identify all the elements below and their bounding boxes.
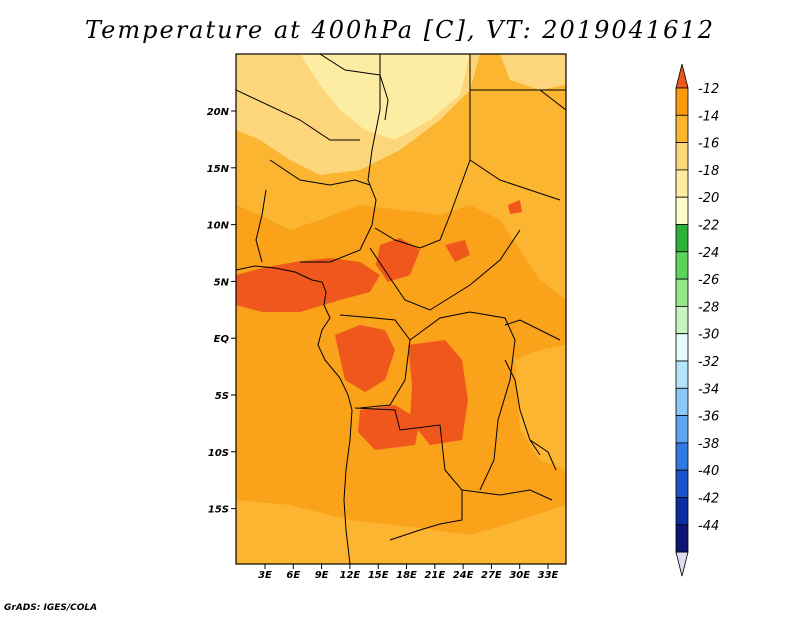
border-car (369, 229, 521, 311)
lake-tanganyika (504, 359, 541, 456)
border-mali-niger (236, 89, 360, 141)
colorbar-swatch (675, 469, 689, 498)
lon-label: 9E (315, 570, 329, 581)
colorbar-label: -38 (698, 437, 719, 452)
lat-label: 10S (208, 448, 229, 459)
lon-label: 15E (368, 570, 389, 581)
lat-label: 5S (215, 391, 229, 402)
lon-label: 27E (481, 570, 502, 581)
boundaries (236, 54, 566, 564)
colorbar-label: -30 (698, 328, 719, 343)
colorbar-label: -14 (698, 109, 719, 124)
lat-label: 10N (207, 221, 230, 232)
border-algeria (319, 54, 381, 76)
grads-credit: GrADS: IGES/COLA (4, 603, 98, 613)
colorbar-label: -20 (698, 191, 719, 206)
colorbar-swatch (675, 278, 689, 307)
lon-label: 30E (509, 570, 530, 581)
lon-label: 21E (424, 570, 445, 581)
lat-label: 5N (214, 277, 230, 288)
border-uganda (504, 319, 561, 341)
field-warm-congo (335, 325, 395, 392)
colorbar-swatch (675, 224, 689, 253)
colorbar-label: -44 (698, 519, 719, 534)
lat-label: EQ (214, 334, 230, 345)
colorbar-swatch (675, 333, 689, 362)
border-drc-east (409, 311, 516, 491)
border-libya (379, 74, 389, 121)
colorbar-swatch (675, 196, 689, 225)
border-nigeria-n (269, 159, 371, 186)
colorbar-swatch (675, 387, 689, 416)
lake-malawi (529, 439, 557, 471)
field-warm-west (236, 258, 380, 312)
border-sudan (469, 159, 561, 201)
colorbar-swatch (675, 251, 689, 280)
lon-label: 18E (396, 570, 417, 581)
colorbar-swatch (675, 360, 689, 389)
colorbar-label: -12 (698, 82, 719, 97)
colorbar-swatch (675, 442, 689, 471)
colorbar-label: -36 (698, 410, 719, 425)
longitude-axis: 3E 6E 9E 12E 15E 18E 21E 24E 27E 30E 33E (258, 564, 559, 581)
lon-label: 3E (258, 570, 272, 581)
border-niger-chad (300, 54, 381, 263)
colorbar-swatch (675, 87, 689, 116)
map-frame (235, 53, 567, 565)
colorbar-label: -24 (698, 246, 719, 261)
field-band-20 (300, 54, 470, 140)
colorbar-triangle-bottom (675, 551, 689, 577)
colorbar-triangle-top (675, 63, 689, 89)
colorbar-swatch (675, 305, 689, 335)
field-band-16-east (515, 345, 566, 470)
colorbar-swatch (675, 524, 689, 553)
field-warm-ne (445, 240, 470, 262)
coastline-west (236, 265, 353, 564)
colorbar-label: -26 (698, 273, 719, 288)
colorbar-label: -32 (698, 355, 719, 370)
field-band-18b (500, 54, 566, 90)
field-warm-central (408, 340, 468, 445)
colorbar-swatch (675, 497, 689, 526)
plot-title: Temperature at 400hPa [C], VT: 201904161… (85, 16, 715, 44)
border-zambia (461, 489, 553, 501)
temperature-field (236, 54, 566, 564)
colorbar-swatch (675, 114, 689, 144)
colorbar-label: -18 (698, 164, 719, 179)
lat-label: 20N (207, 107, 230, 118)
colorbar-label: -42 (698, 492, 719, 507)
colorbar-label: -34 (698, 382, 719, 397)
border-egypt (539, 89, 566, 111)
field-warm-cameroon (376, 238, 420, 282)
colorbar-swatch (675, 169, 689, 198)
field-warm-sudan (508, 200, 522, 214)
colorbar-swatch (675, 142, 689, 171)
field-warm-south (358, 405, 420, 450)
colorbar-label: -16 (698, 137, 719, 152)
field-band-16-south (236, 500, 566, 564)
lat-label: 15N (207, 164, 230, 175)
colorbar-label: -28 (698, 300, 719, 315)
lon-label: 24E (453, 570, 474, 581)
lon-label: 6E (286, 570, 300, 581)
lon-label: 33E (538, 570, 559, 581)
colorbar: -12 -14 -16 -18 -20 -22 -24 -26 -28 -30 -32 -34 -36 -… (675, 63, 719, 577)
colorbar-label: -22 (698, 219, 719, 234)
border-angola (354, 407, 463, 541)
latitude-axis: 20N 15N 10N 5N EQ 5S 10S 15S (207, 107, 236, 516)
colorbar-swatch (675, 415, 689, 444)
border-benin (255, 189, 267, 263)
colorbar-label: -40 (698, 464, 719, 479)
lon-label: 12E (340, 570, 361, 581)
lat-label: 15S (208, 505, 229, 516)
